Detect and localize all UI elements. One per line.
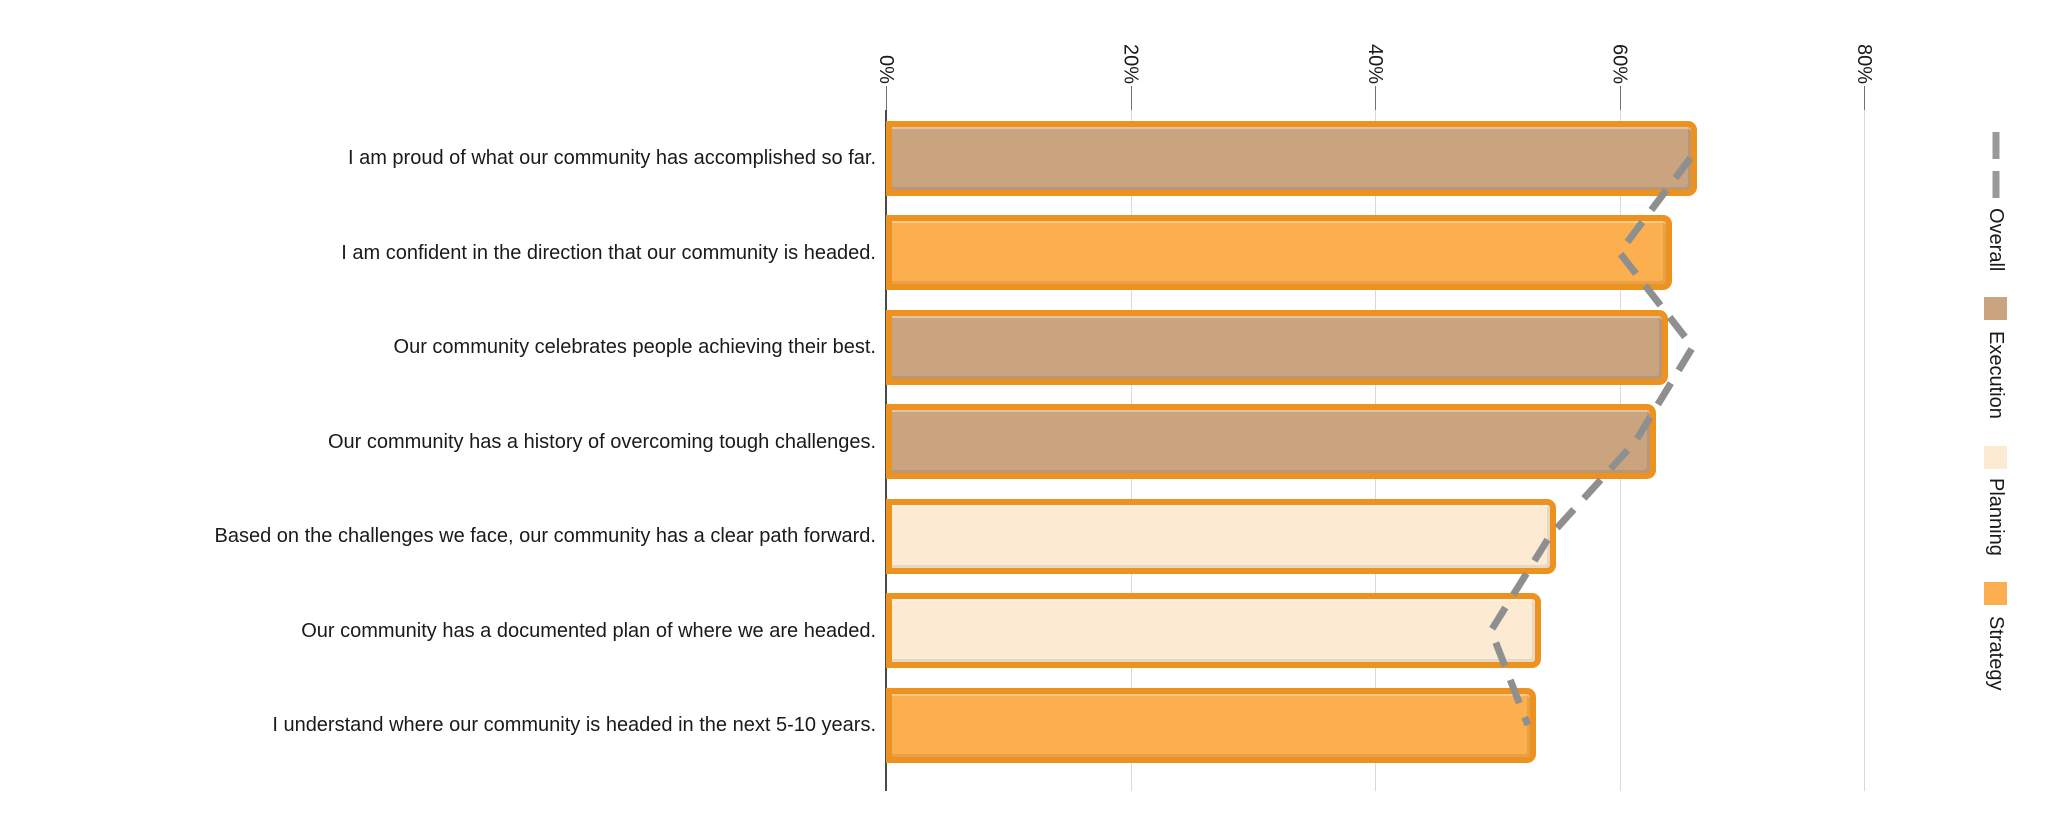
bar-execution-1[interactable]: [886, 120, 1697, 196]
gridline-80: [1864, 110, 1865, 791]
x-tick-0: [886, 86, 887, 110]
row-label-7: I understand where our community is head…: [272, 714, 876, 736]
legend-swatch-planning[interactable]: [1984, 446, 2007, 469]
x-tick-60: [1619, 86, 1621, 110]
row-label-2: I am confident in the direction that our…: [341, 241, 876, 264]
legend-swatch-strategy[interactable]: [1984, 582, 2007, 605]
row-label-4: Our community has a history of overcomin…: [327, 430, 876, 453]
bar-strategy-2[interactable]: [886, 215, 1673, 290]
bar-planning-5[interactable]: [886, 498, 1556, 574]
bar-execution-4[interactable]: [886, 404, 1657, 479]
x-tick-20: [1130, 86, 1132, 110]
row-label-5: Based on the challenges we face, our com…: [214, 525, 876, 547]
legend-label-overall[interactable]: Overall: [1985, 208, 2007, 272]
x-tick-label-20: 20%: [1119, 43, 1142, 84]
legend-label-strategy[interactable]: Strategy: [1985, 616, 2007, 691]
row-label-6: Our community has a documented plan of w…: [301, 619, 876, 642]
row-label-3: Our community celebrates people achievin…: [393, 336, 876, 358]
x-tick-80: [1864, 86, 1865, 110]
x-tick-label-40: 40%: [1364, 43, 1386, 84]
bar-strategy-7[interactable]: [886, 687, 1537, 763]
overall-line[interactable]: [1487, 155, 1698, 727]
legend-label-planning[interactable]: Planning: [1985, 478, 2007, 556]
legend-label-execution[interactable]: Execution: [1985, 331, 2007, 419]
x-tick-label-60: 60%: [1608, 43, 1631, 84]
x-tick-label-0: 0%: [875, 55, 897, 84]
bar-planning-6[interactable]: [886, 593, 1542, 668]
x-tick-label-80: 80%: [1853, 43, 1875, 84]
legend-swatch-execution[interactable]: [1984, 297, 2007, 320]
x-tick-40: [1375, 86, 1376, 110]
legend-symbol-dashed-line[interactable]: [1989, 132, 2003, 198]
bar-execution-3[interactable]: [886, 309, 1669, 385]
row-label-1: I am proud of what our community has acc…: [347, 147, 876, 169]
